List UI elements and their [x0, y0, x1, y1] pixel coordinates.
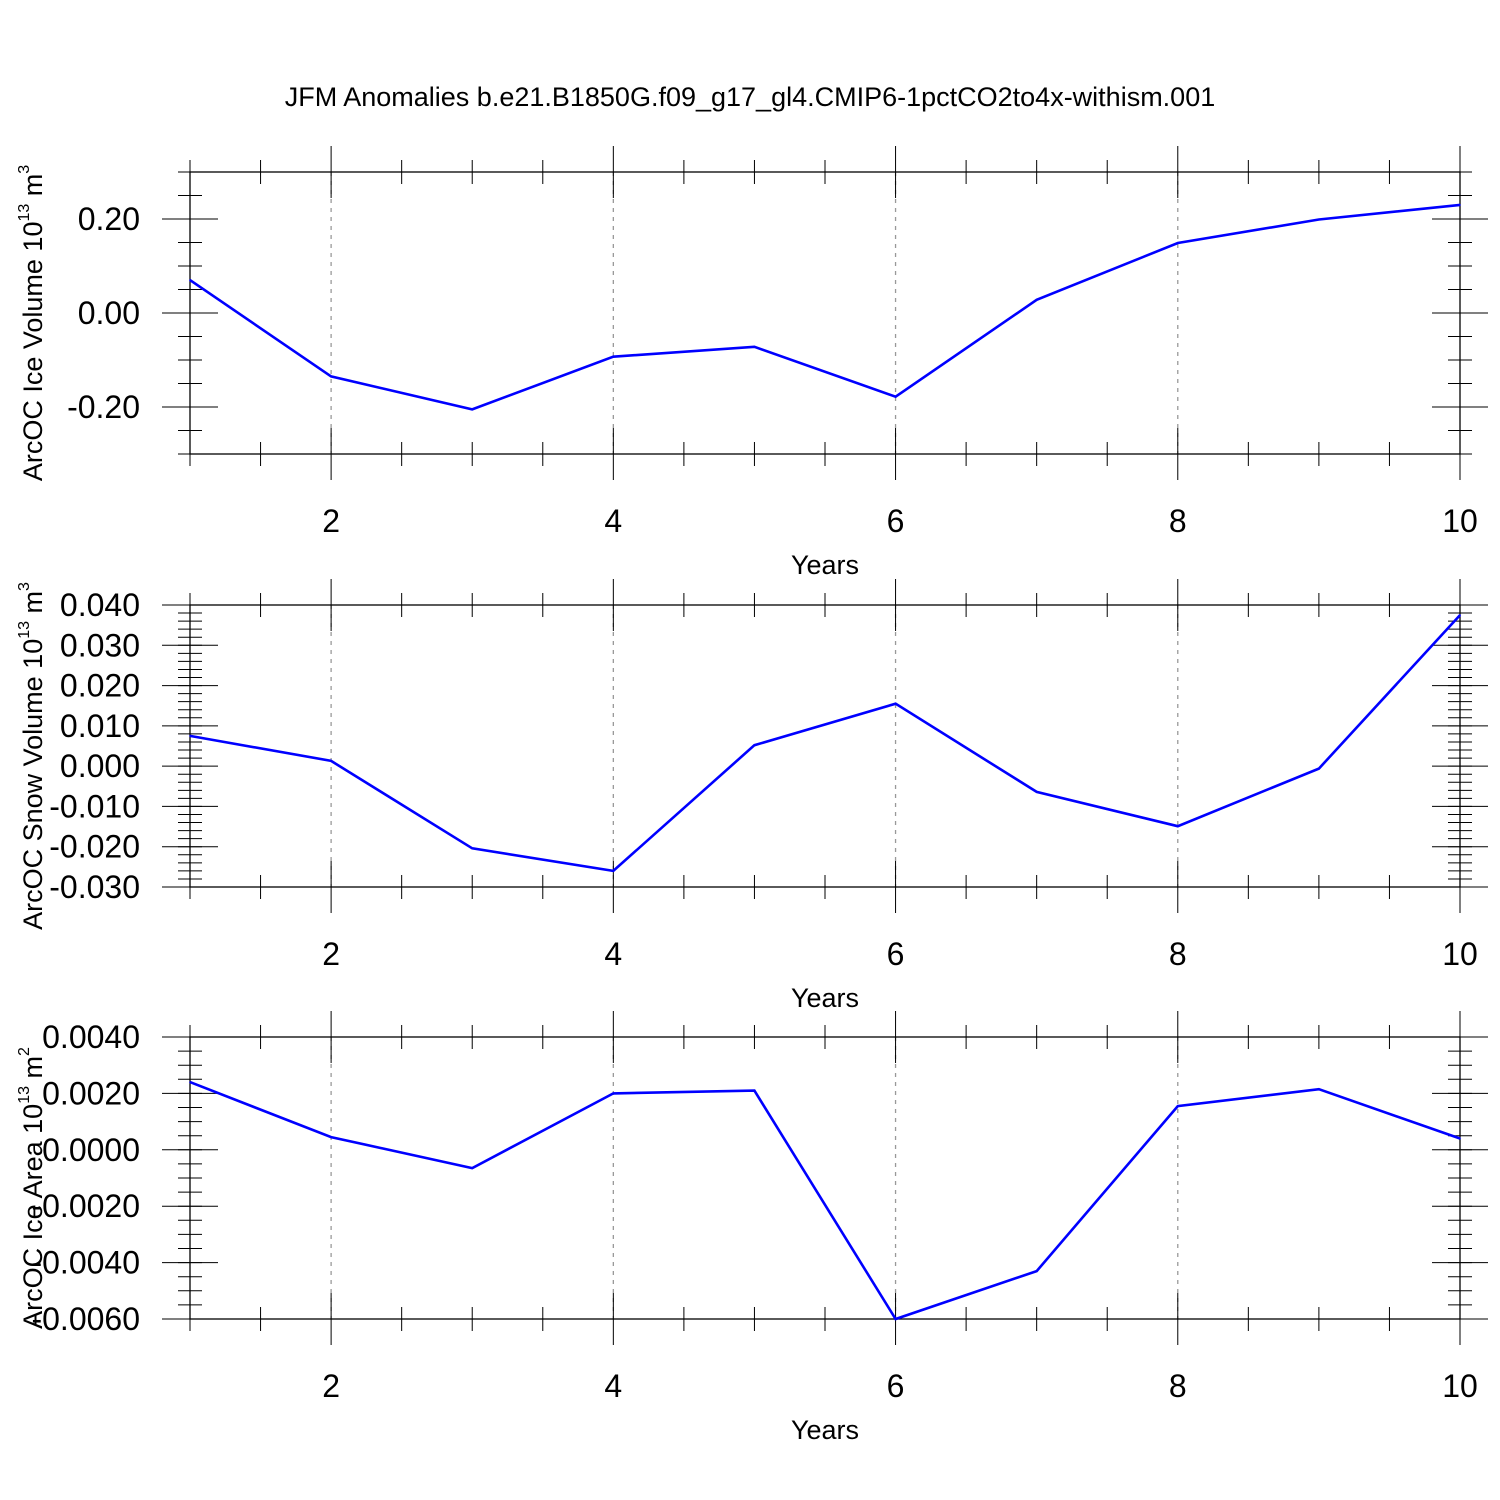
x-tick-label: 2	[322, 503, 340, 539]
x-tick-label: 8	[1169, 1368, 1187, 1404]
series-line	[189, 1080, 1461, 1321]
y-axis-label-unit: m	[18, 174, 48, 204]
data-point	[612, 355, 615, 358]
data-point	[330, 760, 332, 762]
x-tick-label: 2	[322, 1368, 340, 1404]
y-axis-label-group: ArcOC Snow Volume 1013 m3	[16, 582, 48, 930]
data-point	[1318, 1088, 1320, 1090]
data-point	[330, 375, 332, 378]
x-tick-label: 2	[322, 936, 340, 972]
y-tick-label: -0.0040	[31, 1245, 140, 1281]
y-tick-label: 0.040	[60, 587, 140, 623]
x-axis-label: Years	[791, 983, 859, 1013]
panels: -0.20 0.00 0.20 2 4 6 8 10 Years ArcOC Ice Volume…	[16, 146, 1488, 1445]
y-axis-label: ArcOC Ice Area 1013 m2	[16, 1047, 48, 1329]
y-tick-label: 0.0000	[42, 1132, 140, 1168]
series-line	[189, 614, 1461, 873]
data-point	[189, 1081, 191, 1083]
y-axis-label: ArcOC Ice Volume 1013 m3	[16, 165, 48, 481]
x-tick-label: 10	[1442, 503, 1478, 539]
y-tick-label: 0.030	[60, 627, 140, 663]
x-tick-label: 10	[1442, 936, 1478, 972]
y-axis-label-exponent: 13	[16, 621, 33, 639]
y-tick-label: -0.030	[49, 869, 140, 905]
y-tick-label: 0.020	[60, 668, 140, 704]
data-point	[612, 870, 615, 872]
y-tick-label: 0.000	[60, 748, 140, 784]
data-point	[330, 1136, 332, 1138]
y-axis-label-exponent: 13	[16, 204, 33, 222]
x-tick-label: 10	[1442, 1368, 1478, 1404]
data-point	[612, 1092, 615, 1095]
plot-frame	[189, 604, 1461, 888]
data-point	[1459, 1137, 1461, 1140]
data-point	[894, 395, 897, 398]
y-tick-label: -0.020	[49, 829, 140, 865]
data-point	[894, 1318, 897, 1320]
x-tick-label: 4	[604, 1368, 622, 1404]
y-axis-label-main: ArcOC Ice Area 10	[18, 1104, 48, 1329]
data-point	[1035, 791, 1038, 793]
x-tick-label: 8	[1169, 503, 1187, 539]
y-tick-label: 0.0020	[42, 1075, 140, 1111]
x-tick-label: 4	[604, 936, 622, 972]
data-point	[1176, 1105, 1179, 1107]
data-point	[1459, 614, 1461, 616]
y-tick-label: -0.010	[49, 788, 140, 824]
data-point	[1459, 204, 1461, 206]
y-axis-label-main: ArcOC Ice Volume 10	[18, 222, 48, 482]
data-point	[753, 1089, 756, 1092]
panel-2: -0.030 -0.020 -0.010 0.000 0.010 0.020 0.030 0.…	[16, 579, 1488, 1013]
y-axis-label-unit-exponent: 2	[16, 1047, 33, 1056]
x-tick-label: 4	[604, 503, 622, 539]
x-tick-label: 8	[1169, 936, 1187, 972]
panel-1: -0.20 0.00 0.20 2 4 6 8 10 Years ArcOC Ice Volume…	[16, 146, 1488, 580]
plot-frame	[189, 1036, 1461, 1320]
y-axis-label-unit-exponent: 3	[16, 165, 33, 174]
panel-3: -0.0060 -0.0040 -0.0020 0.0000 0.0020 0.0040 2…	[16, 1011, 1488, 1445]
data-point	[1035, 1270, 1038, 1272]
data-point	[1318, 218, 1320, 221]
data-point	[1176, 825, 1179, 827]
x-tick-label: 6	[887, 936, 905, 972]
y-tick-label: -0.0020	[31, 1188, 140, 1224]
data-point	[471, 1167, 474, 1169]
y-axis-label-unit-exponent: 3	[16, 582, 33, 591]
y-axis-label: ArcOC Snow Volume 1013 m3	[16, 582, 48, 930]
y-axis-label-group: ArcOC Ice Area 1013 m2	[16, 1047, 48, 1329]
data-point	[189, 735, 191, 737]
plot-frame	[189, 171, 1461, 455]
y-axis-label-exponent: 13	[16, 1086, 33, 1104]
data-point	[471, 408, 474, 411]
y-tick-label: -0.0060	[31, 1301, 140, 1337]
x-tick-label: 6	[887, 1368, 905, 1404]
y-axis-label-unit: m	[18, 591, 48, 621]
y-axis-label-unit: m	[18, 1056, 48, 1086]
y-tick-label: 0.00	[78, 295, 140, 331]
x-tick-label: 6	[887, 503, 905, 539]
data-point	[189, 279, 191, 281]
data-point	[1035, 299, 1038, 301]
data-point	[753, 744, 756, 746]
figure-title: JFM Anomalies b.e21.B1850G.f09_g17_gl4.C…	[285, 82, 1216, 112]
data-point	[1176, 242, 1179, 244]
data-point	[471, 847, 474, 850]
y-axis-label-main: ArcOC Snow Volume 10	[18, 639, 48, 930]
x-axis-label: Years	[791, 1415, 859, 1445]
data-point	[753, 346, 756, 348]
x-axis-label: Years	[791, 550, 859, 580]
y-axis-label-group: ArcOC Ice Volume 1013 m3	[16, 165, 48, 481]
y-tick-label: 0.010	[60, 708, 140, 744]
y-tick-label: 0.0040	[42, 1019, 140, 1055]
data-point	[894, 702, 897, 705]
data-point	[1318, 767, 1320, 770]
series-line	[189, 203, 1461, 411]
y-tick-label: 0.20	[78, 201, 140, 237]
y-tick-label: -0.20	[67, 389, 140, 425]
